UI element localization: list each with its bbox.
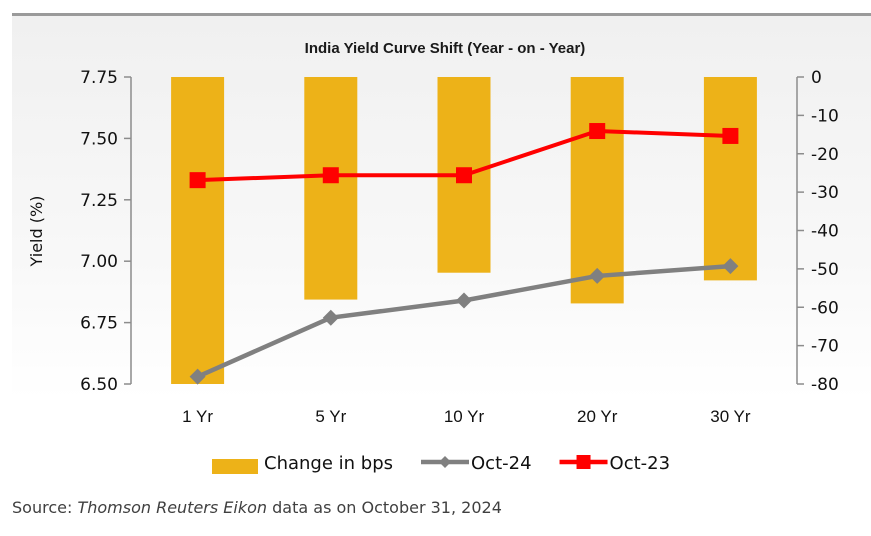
right-tick-label: -50 [811,260,839,280]
yield-curve-chart: India Yield Curve Shift (Year - on - Yea… [27,40,839,474]
x-category-label: 10 Yr [444,407,485,426]
left-tick-label: 7.50 [80,129,118,149]
left-tick-label: 6.75 [80,314,118,334]
right-tick-label: 0 [811,68,822,88]
bar-change-bps-1 [304,77,358,300]
marker-oct-24-2 [456,292,472,309]
legend-item-oct-24: Oct-24 [421,453,532,474]
right-tick-label: -40 [811,222,839,242]
right-tick-label: -80 [811,375,839,395]
marker-oct-24-3 [589,267,606,284]
bars-layer [171,77,757,384]
right-tick-label: -30 [811,183,839,203]
right-tick-label: -70 [811,337,839,357]
bar-change-bps-0 [171,77,225,384]
source-note: Source: Thomson Reuters Eikon data as on… [12,498,502,517]
legend-label: Oct-24 [471,453,532,474]
bar-change-bps-3 [570,77,624,304]
right-tick-label: -20 [811,145,839,165]
source-suffix: data as on October 31, 2024 [267,498,502,517]
legend-item-change-in-bps: Change in bps [212,453,393,474]
chart-title: India Yield Curve Shift (Year - on - Yea… [305,40,586,57]
marker-oct-23-0 [189,172,206,189]
left-tick-label: 7.75 [80,68,118,88]
axes-layer: 7.75 7.50 7.25 7.00 6.75 6.50 0 -10 -20 -30 -40 -50… [80,68,839,426]
legend-swatch-bar [212,459,258,474]
x-category-label: 1 Yr [182,407,213,426]
bar-change-bps-4 [703,77,757,281]
line-oct-24 [196,263,731,379]
legend-label: Oct-23 [610,453,671,474]
marker-oct-23-2 [456,167,472,184]
marker-oct-23-3 [589,123,606,140]
marker-oct-24-0 [189,368,206,385]
y-axis-label: Yield (%) [27,196,46,268]
marker-oct-23-1 [322,167,339,184]
legend-marker-square [576,455,591,469]
left-tick-label: 6.50 [80,375,118,395]
lines-layer [189,123,739,385]
x-category-label: 30 Yr [710,407,751,426]
x-category-label: 20 Yr [577,407,618,426]
chart-container: India Yield Curve Shift (Year - on - Yea… [12,13,871,496]
x-category-label: 5 Yr [315,407,346,426]
left-tick-label: 7.25 [80,191,118,211]
left-tick-label: 7.00 [80,252,118,272]
marker-oct-24-4 [722,258,739,275]
source-provider: Thomson Reuters Eikon [77,498,268,517]
right-tick-label: -60 [811,298,839,318]
marker-oct-24-1 [322,309,339,326]
legend-item-oct-23: Oct-23 [559,453,671,474]
source-prefix: Source: [12,498,78,517]
legend: Change in bps Oct-24 Oct-23 [212,453,670,474]
legend-label: Change in bps [264,453,393,474]
marker-oct-23-4 [722,127,739,144]
legend-marker-diamond [439,456,451,468]
right-tick-label: -10 [811,106,839,126]
